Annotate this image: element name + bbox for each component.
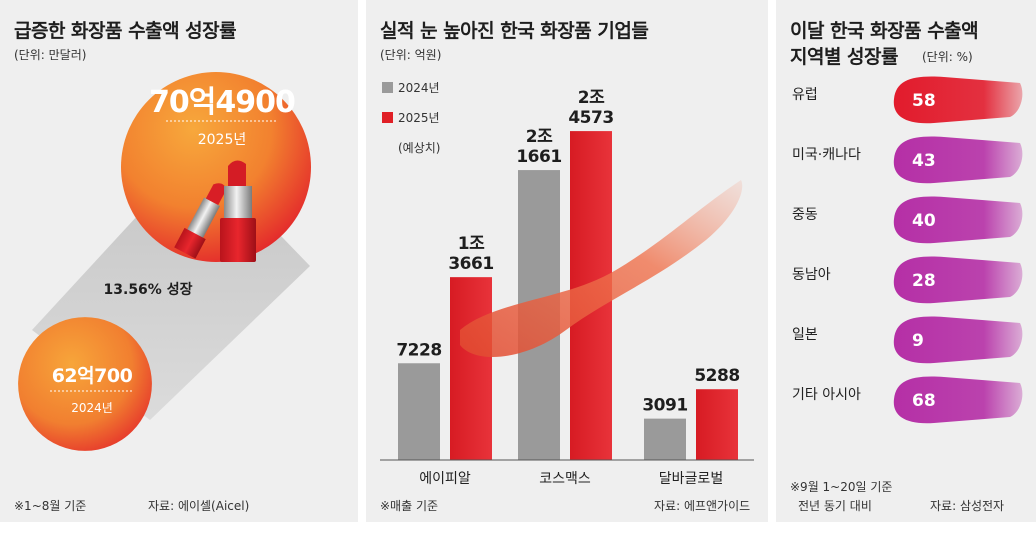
x-label-0: 에이피알 [419, 471, 471, 487]
panel1-note: ※1~8월 기준 [14, 499, 87, 513]
region-panel: 이달 한국 화장품 수출액 지역별 성장률 (단위: %) 유럽 58 미국·캐나다… [776, 0, 1036, 522]
bar-0-1 [450, 277, 492, 460]
region-value-4: 9 [912, 331, 924, 351]
value-2025: 70억4900 [149, 85, 295, 120]
region-swatch-5 [893, 376, 1023, 424]
panel3-note-line2: 전년 동기 대비 [798, 499, 872, 513]
region-value-2: 40 [912, 211, 936, 231]
region-label-5: 기타 아시아 [792, 387, 861, 403]
bar-2-1 [696, 389, 738, 460]
region-swatch-0 [893, 76, 1023, 124]
panel1-source: 자료: 에이셀(Aicel) [148, 499, 250, 513]
region-swatch-4 [893, 316, 1023, 364]
region-value-0: 58 [912, 91, 936, 111]
region-label-3: 동남아 [792, 267, 831, 283]
panel2-source: 자료: 에프앤가이드 [654, 499, 751, 513]
legend: 2024년 2025년 (예상치) [382, 81, 440, 155]
bar-0-0 [398, 363, 440, 460]
legend-swatch-0 [382, 82, 393, 93]
legend-label-0: 2024년 [398, 81, 440, 95]
panel1-title: 급증한 화장품 수출액 성장률 [14, 20, 237, 42]
x-label-2: 달바글로벌 [659, 471, 723, 487]
bar-label-1-1-0: 2조 [578, 88, 605, 108]
year-2024: 2024년 [71, 401, 113, 415]
export-growth-panel: 급증한 화장품 수출액 성장률 (단위: 만달러) [0, 0, 358, 522]
region-label-1: 미국·캐나다 [792, 147, 861, 163]
region-value-1: 43 [912, 151, 936, 171]
panel3-source: 자료: 삼성전자 [930, 499, 1005, 513]
growth-label: 13.56% 성장 [104, 281, 193, 298]
legend-swatch-1 [382, 112, 393, 123]
cream-swatch [460, 180, 743, 357]
region-label-0: 유럽 [792, 87, 818, 103]
export-circles-svg: 70억4900 2025년 13.56% 성장 62억700 2024년 [18, 72, 311, 451]
year-2025: 2025년 [198, 132, 247, 148]
bar-label-1-0-0: 2조 [526, 127, 553, 147]
panel3-title-line2: 지역별 성장률 [790, 46, 899, 68]
panel2-title: 실적 눈 높아진 한국 화장품 기업들 [380, 20, 649, 42]
bar-label-0-1-1: 3661 [448, 254, 493, 274]
bar-label-0-0-0: 7228 [396, 340, 441, 360]
region-value-3: 28 [912, 271, 936, 291]
lipstick-icon [174, 160, 256, 262]
panel1-unit: (단위: 만달러) [14, 48, 87, 62]
region-swatch-2 [893, 196, 1023, 244]
legend-extra: (예상치) [398, 141, 440, 155]
bar-label-1-0-1: 1661 [516, 147, 561, 167]
value-2024: 62억700 [52, 365, 133, 387]
bar-2-0 [644, 418, 686, 460]
panel3-title-line1: 이달 한국 화장품 수출액 [790, 20, 979, 42]
bar-label-2-0-0: 3091 [642, 396, 687, 416]
bar-label-2-1-0: 5288 [694, 366, 739, 386]
region-value-5: 68 [912, 391, 936, 411]
companies-panel: 실적 눈 높아진 한국 화장품 기업들 (단위: 억원) 2024년 2025년 (… [366, 0, 768, 522]
x-label-1: 코스맥스 [539, 471, 591, 487]
panel3-note-line1: ※9월 1~20일 기준 [790, 480, 893, 494]
circle-2024 [18, 317, 152, 451]
panel2-note: ※매출 기준 [380, 499, 439, 513]
region-label-4: 일본 [792, 327, 818, 343]
region-swatch-1 [893, 136, 1023, 184]
bar-label-0-1-0: 1조 [458, 234, 485, 254]
panel2-unit: (단위: 억원) [380, 48, 442, 62]
region-label-2: 중동 [792, 207, 818, 223]
panel3-unit: (단위: %) [922, 50, 973, 64]
region-swatch-3 [893, 256, 1023, 304]
region-chart: 유럽 58 미국·캐나다 43 중동 40 동남아 28 일본 9 기타 아시아 68 [792, 76, 1023, 424]
legend-label-1: 2025년 [398, 111, 440, 125]
x-labels: 에이피알 코스맥스 달바글로벌 [419, 471, 723, 487]
circle-2025 [121, 72, 311, 262]
bar-label-1-1-1: 4573 [568, 108, 613, 128]
